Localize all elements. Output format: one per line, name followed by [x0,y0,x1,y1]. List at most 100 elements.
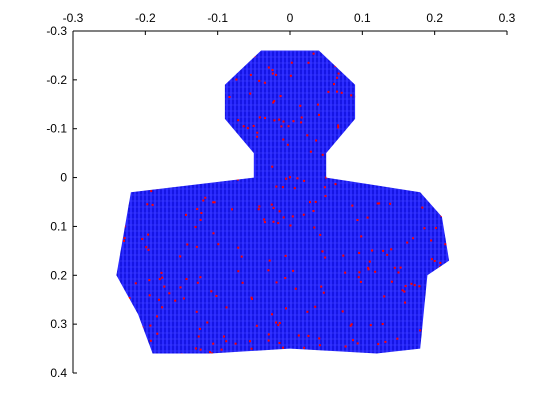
red-point [433,260,436,262]
red-point [387,157,390,160]
red-point [333,83,335,86]
red-point [289,176,291,179]
red-point [263,221,266,224]
red-point [427,308,430,311]
red-point [156,332,159,335]
red-point [314,200,317,203]
red-point [241,174,244,177]
red-point [121,155,124,158]
red-point [410,282,413,285]
red-point [141,238,144,240]
red-point [344,345,347,348]
red-point [334,65,337,68]
red-point [432,155,435,158]
red-point [316,103,319,106]
red-point [168,292,171,295]
red-point [354,46,356,48]
y-tick-label: -0.2 [46,73,67,87]
red-point [371,249,374,252]
red-point [361,82,364,85]
red-point [174,360,176,362]
red-point [240,255,243,258]
red-point [148,294,151,297]
red-point [225,340,228,343]
red-point [324,256,327,259]
red-point [457,149,459,151]
red-point [463,72,465,74]
red-point [218,94,221,97]
red-point [156,187,159,190]
red-point [459,240,461,242]
red-point [425,177,428,180]
red-point [434,226,437,229]
red-point [149,324,152,327]
red-point [279,95,282,98]
red-point [286,143,289,146]
red-point [349,48,351,50]
red-point [344,271,347,274]
red-point [267,339,270,342]
red-point [465,47,467,49]
red-point [292,120,295,123]
red-point [194,347,197,350]
red-point [430,258,433,261]
red-point [439,261,442,264]
red-point [461,301,463,303]
red-point [218,84,221,87]
red-point [116,229,117,232]
red-point [440,215,443,217]
red-point [275,321,277,324]
red-point [212,232,215,235]
red-point [418,285,421,288]
red-point [306,310,309,313]
red-point [380,87,383,90]
red-point [321,250,324,253]
red-point [255,324,258,327]
red-point [114,358,116,360]
red-point [212,342,215,345]
red-point [284,277,287,279]
red-point [258,116,261,119]
red-point [358,252,361,254]
red-point [144,112,146,115]
red-point [237,246,240,249]
red-point [221,168,224,171]
red-point [275,185,278,188]
red-point [199,276,202,279]
red-point [349,324,352,327]
red-point [271,165,274,168]
red-point [212,157,215,160]
red-point [194,226,197,228]
red-point [437,78,440,81]
red-point [131,157,134,160]
red-point [285,358,287,360]
red-point [179,255,182,258]
red-point [257,208,260,211]
red-point [176,61,179,63]
red-point [179,286,182,289]
red-point [282,216,285,219]
x-tick-label: 0.2 [426,11,443,25]
red-point [158,278,161,281]
red-point [278,322,281,324]
red-point [294,287,297,290]
red-point [280,125,283,128]
red-point [122,113,125,115]
red-point [322,291,325,294]
red-point [356,342,359,345]
red-point [142,91,145,93]
red-point [272,101,275,104]
red-point [455,287,457,289]
red-point [143,97,146,100]
red-point [377,343,380,346]
red-point [275,281,278,284]
red-point [195,139,198,142]
red-point [202,199,205,202]
red-point [136,158,139,161]
y-tick-label: 0.4 [50,366,67,380]
red-point [145,362,147,364]
red-point [161,306,164,309]
red-point [390,280,393,283]
red-point [341,310,344,313]
red-point [350,94,353,97]
